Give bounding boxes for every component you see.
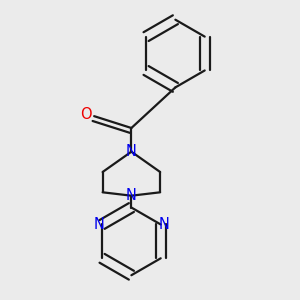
Text: N: N [159, 217, 170, 232]
Text: O: O [80, 107, 92, 122]
Text: N: N [93, 217, 104, 232]
Text: N: N [126, 144, 137, 159]
Text: N: N [126, 188, 137, 203]
